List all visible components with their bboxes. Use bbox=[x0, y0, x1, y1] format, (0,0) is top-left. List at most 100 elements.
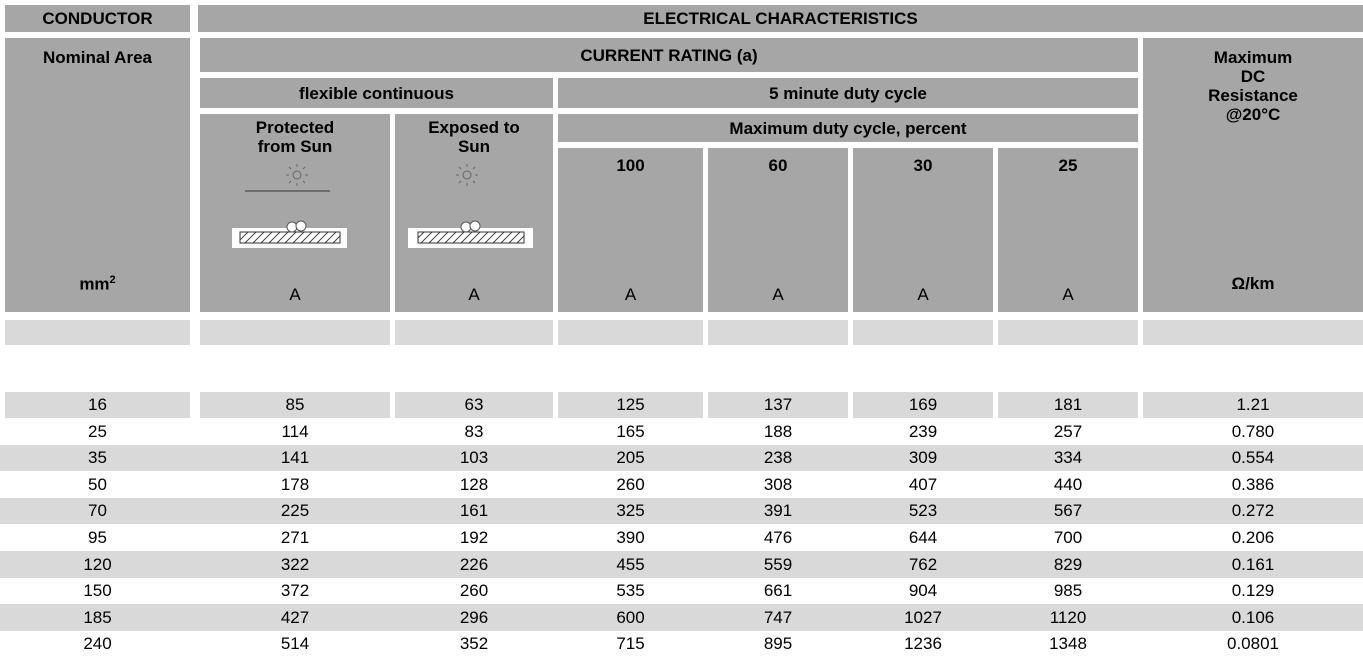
cell-text: 225 bbox=[280, 501, 310, 521]
cell-text: 100 bbox=[616, 156, 645, 175]
cell-text: 185 bbox=[83, 607, 112, 627]
cell-text: 30 bbox=[913, 156, 933, 175]
cell-text: Resistance bbox=[1208, 86, 1298, 105]
table-row: 50 178 128 260 308 407 440 0.386 bbox=[0, 471, 1363, 498]
unit: A bbox=[289, 285, 301, 304]
unit: A bbox=[468, 285, 480, 304]
cell-text: @20°C bbox=[1225, 105, 1281, 124]
cell-text: 257 bbox=[1053, 421, 1083, 441]
cell-text: 600 bbox=[616, 607, 645, 627]
table-cell: 0.106 bbox=[1143, 604, 1363, 631]
cell-text: 322 bbox=[280, 554, 310, 574]
cell-text: 150 bbox=[83, 581, 112, 601]
table-row: 150 372 260 535 661 904 985 0.129 bbox=[0, 577, 1363, 605]
cell-text: 427 bbox=[280, 607, 310, 627]
table-cell: 895 bbox=[708, 631, 848, 658]
header-cell: 5 minute duty cycle bbox=[558, 78, 1138, 108]
cell-text: 391 bbox=[763, 501, 793, 521]
cell-text: 0.106 bbox=[1231, 607, 1275, 627]
cell-text: 260 bbox=[459, 581, 489, 601]
header-cell: ELECTRICAL CHARACTERISTICS bbox=[198, 5, 1363, 32]
cell-text: 372 bbox=[280, 581, 310, 601]
cell-text: 161 bbox=[459, 501, 489, 521]
table-row: 120 322 226 455 559 762 829 0.161 bbox=[0, 551, 1363, 578]
cell-text: 904 bbox=[908, 581, 938, 601]
row-band bbox=[558, 320, 703, 345]
cell-text: 114 bbox=[281, 421, 309, 441]
table-row: 70 225 161 325 391 523 567 0.272 bbox=[0, 497, 1363, 525]
cell-text: 455 bbox=[616, 554, 645, 574]
header-cell: flexible continuous bbox=[200, 78, 553, 108]
unit: mm2 bbox=[5, 274, 190, 295]
cell-text: 0.129 bbox=[1231, 581, 1275, 601]
cell-text: 25 bbox=[88, 421, 107, 441]
table-row: 25 114 83 165 188 239 257 0.780 bbox=[0, 418, 1363, 445]
cell-text: 440 bbox=[1053, 474, 1083, 494]
cell-text: Maximum bbox=[1213, 48, 1293, 67]
table-cell: 372 bbox=[200, 578, 390, 605]
table-cell: 1120 bbox=[998, 604, 1138, 631]
cell-text: Sun bbox=[457, 137, 491, 156]
unit-base: mm bbox=[79, 274, 110, 294]
cell-text: 63 bbox=[464, 395, 484, 414]
cell-text: Exposed to bbox=[428, 118, 520, 137]
table-cell: 239 bbox=[853, 418, 993, 445]
table-cell: 308 bbox=[708, 471, 848, 498]
table-cell: 0.554 bbox=[1143, 445, 1363, 472]
header-cell: CONDUCTOR bbox=[5, 5, 190, 32]
cell-text: 0.0801 bbox=[1227, 634, 1279, 654]
table-cell: 0.272 bbox=[1143, 498, 1363, 525]
header-cell: Maximum DC Resistance @20°C Ω/km bbox=[1143, 38, 1363, 312]
table-cell: 137 bbox=[708, 320, 848, 418]
table-cell: 523 bbox=[853, 498, 993, 525]
table-cell: 0.780 bbox=[1143, 418, 1363, 445]
table-cell: 125 bbox=[558, 320, 703, 418]
table-cell: 205 bbox=[558, 445, 703, 472]
header-cell: 100 bbox=[558, 148, 703, 312]
cell-text: 0.272 bbox=[1231, 501, 1275, 521]
cell-text: 95 bbox=[88, 527, 107, 547]
table-cell: 150 bbox=[5, 578, 190, 605]
table-cell: 226 bbox=[395, 551, 553, 578]
table-cell: 225 bbox=[200, 498, 390, 525]
cell-text: 165 bbox=[616, 421, 645, 441]
header-cell: Protected from Sun bbox=[200, 114, 390, 312]
table-cell: 762 bbox=[853, 551, 993, 578]
cell-text: 334 bbox=[1053, 448, 1083, 468]
cell-text: 308 bbox=[763, 474, 793, 494]
table-cell: 715 bbox=[558, 631, 703, 658]
table-cell: 322 bbox=[200, 551, 390, 578]
header-cell: Maximum duty cycle, percent bbox=[558, 114, 1138, 142]
cell-text: 50 bbox=[88, 474, 107, 494]
cell-text: 0.206 bbox=[1231, 527, 1275, 547]
cell-text: 60 bbox=[768, 156, 788, 175]
cell-text: 829 bbox=[1053, 554, 1083, 574]
cell-text: 16 bbox=[88, 395, 107, 414]
unit-cell: A bbox=[708, 280, 848, 312]
cell-text: 1027 bbox=[904, 607, 942, 627]
table-cell: 192 bbox=[395, 524, 553, 551]
cell-text: 559 bbox=[763, 554, 793, 574]
table-cell: 390 bbox=[558, 524, 703, 551]
cell-text: from Sun bbox=[257, 137, 333, 156]
table-cell: 427 bbox=[200, 604, 390, 631]
table-row: 35 141 103 205 238 309 334 0.554 bbox=[0, 444, 1363, 472]
cell-text: 137 bbox=[763, 395, 793, 414]
table-cell: 85 bbox=[200, 320, 390, 418]
unit-cell: A bbox=[998, 280, 1138, 312]
cell-text: 535 bbox=[616, 581, 645, 601]
cell-text: 762 bbox=[908, 554, 938, 574]
cell-text: 25 bbox=[1058, 156, 1078, 175]
table-cell: 440 bbox=[998, 471, 1138, 498]
table-cell: 0.129 bbox=[1143, 578, 1363, 605]
header-cell: 25 bbox=[998, 148, 1138, 312]
table-cell: 83 bbox=[395, 418, 553, 445]
cell-text: 141 bbox=[280, 448, 310, 468]
header-cell: Exposed to Sun bbox=[395, 114, 553, 312]
cell-text: 128 bbox=[459, 474, 489, 494]
table-row: 185 427 296 600 747 1027 1120 0.106 bbox=[0, 604, 1363, 631]
table-cell: 120 bbox=[5, 551, 190, 578]
cell-text: 240 bbox=[83, 634, 112, 654]
unit-sup: 2 bbox=[109, 274, 116, 286]
cell-text: 895 bbox=[763, 634, 793, 654]
